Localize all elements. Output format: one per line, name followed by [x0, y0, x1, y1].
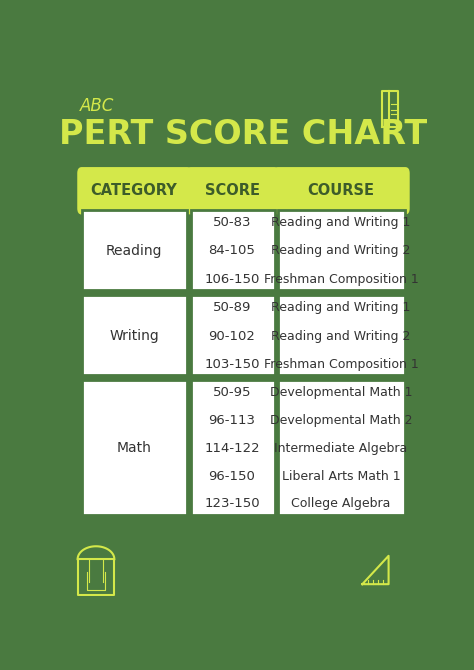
Text: 106-150: 106-150: [204, 273, 260, 286]
Bar: [82, 295, 187, 375]
Text: Liberal Arts Math 1: Liberal Arts Math 1: [282, 470, 401, 482]
Bar: [191, 210, 274, 290]
Text: Freshman Composition 1: Freshman Composition 1: [264, 358, 419, 371]
Text: Reading and Writing 2: Reading and Writing 2: [271, 245, 410, 257]
Bar: [278, 295, 405, 375]
Bar: [82, 210, 187, 290]
Text: Developmental Math 1: Developmental Math 1: [270, 386, 412, 399]
Text: 114-122: 114-122: [204, 442, 260, 455]
Text: Developmental Math 2: Developmental Math 2: [270, 414, 412, 427]
Text: 96-150: 96-150: [209, 470, 255, 482]
FancyBboxPatch shape: [77, 167, 192, 214]
Text: 96-113: 96-113: [209, 414, 255, 427]
Text: Reading: Reading: [106, 244, 162, 258]
Text: Reading and Writing 2: Reading and Writing 2: [271, 330, 410, 342]
Text: ABC: ABC: [80, 97, 114, 115]
Text: 50-95: 50-95: [213, 386, 251, 399]
Text: Writing: Writing: [109, 329, 159, 343]
Text: Intermediate Algebra: Intermediate Algebra: [274, 442, 408, 455]
Text: Freshman Composition 1: Freshman Composition 1: [264, 273, 419, 286]
Text: PERT SCORE CHART: PERT SCORE CHART: [59, 118, 427, 151]
Text: 90-102: 90-102: [209, 330, 255, 342]
Bar: [191, 380, 274, 515]
Text: Math: Math: [117, 442, 151, 455]
Bar: [82, 380, 187, 515]
Text: COURSE: COURSE: [308, 184, 374, 198]
Text: 84-105: 84-105: [209, 245, 255, 257]
Bar: [278, 210, 405, 290]
FancyBboxPatch shape: [186, 167, 279, 214]
Bar: [278, 380, 405, 515]
Text: Reading and Writing 1: Reading and Writing 1: [271, 216, 410, 229]
Bar: [191, 295, 274, 375]
Text: CATEGORY: CATEGORY: [91, 184, 177, 198]
Text: College Algebra: College Algebra: [292, 497, 391, 511]
FancyBboxPatch shape: [273, 167, 410, 214]
Text: 103-150: 103-150: [204, 358, 260, 371]
Text: 50-89: 50-89: [213, 301, 251, 314]
Text: Reading and Writing 1: Reading and Writing 1: [271, 301, 410, 314]
Text: 123-150: 123-150: [204, 497, 260, 511]
Text: SCORE: SCORE: [204, 184, 260, 198]
Text: 50-83: 50-83: [213, 216, 251, 229]
